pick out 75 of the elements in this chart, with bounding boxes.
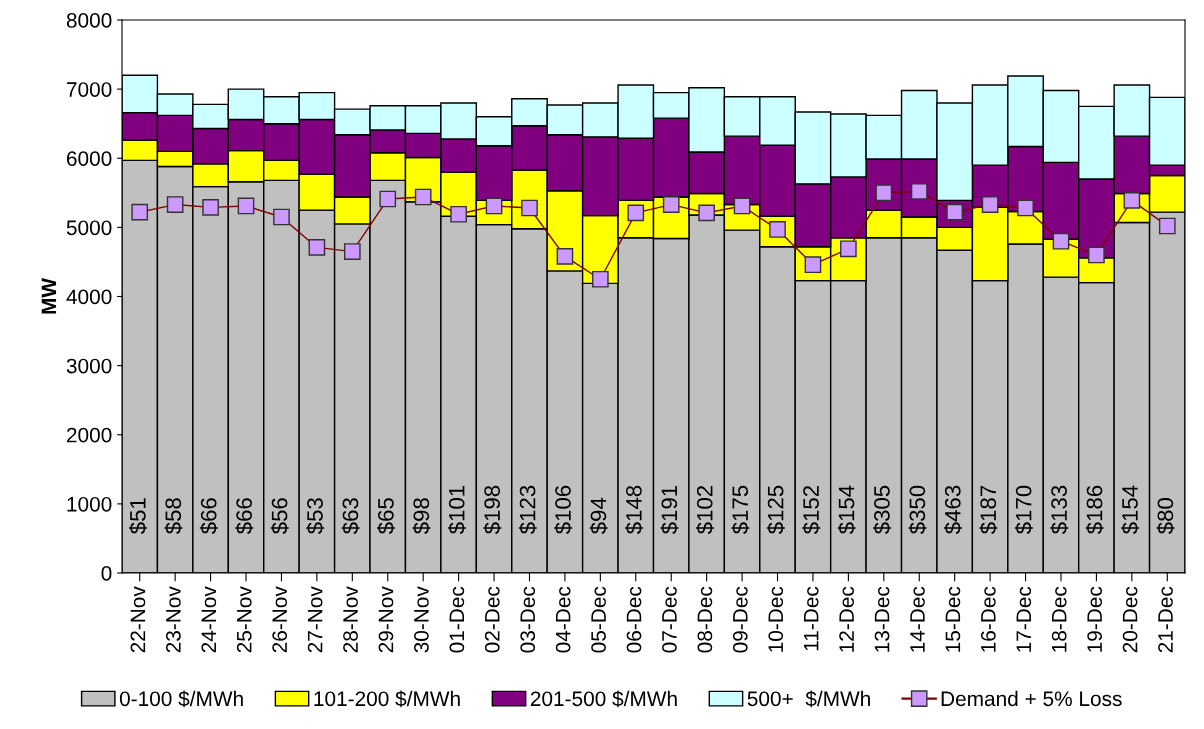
x-tick-label: 21-Dec [1158,586,1173,653]
annotation: $175 [731,485,750,535]
x-tick-label: 30-Nov [414,586,429,653]
annotation: $94 [589,497,608,535]
annotation: $154 [1121,485,1140,535]
x-tick-label: 18-Dec [1051,586,1067,652]
annotation: $350 [908,485,927,535]
annotation: $154 [837,485,856,535]
y-tick-label: 1000 [67,496,112,512]
x-tick-label: 25-Nov [236,586,252,653]
annotation: $98 [412,498,431,535]
x-tick-label: 06-Dec [626,586,642,653]
annotation: $53 [306,498,325,535]
annotation: $56 [270,498,289,535]
x-tick-label: 22-Nov [130,586,146,653]
annotation: $186 [1085,485,1104,535]
x-tick-label: 03-Dec [520,586,536,653]
y-tick-label: 6000 [66,151,112,166]
x-tick-label: 13-Dec [874,586,890,652]
x-tick-label: 01-Dec [449,586,465,653]
x-tick-label: 07-Dec [662,586,677,653]
annotation: $65 [377,498,396,535]
x-tick-label: 29-Nov [378,586,394,653]
annotation: $198 [483,485,502,535]
y-tick-label: 5000 [66,220,112,236]
annotation: $58 [164,498,183,535]
x-tick-label: 27-Nov [307,586,323,653]
annotation: $152 [802,485,821,535]
annotation: $148 [625,485,644,535]
x-tick-label: 15-Dec [945,586,961,652]
annotation: $305 [873,485,892,535]
x-tick-label: 14-Dec [910,586,925,652]
x-tick-label: 08-Dec [697,586,713,653]
legend-label: 0-100 $/MWh [119,690,243,708]
annotation: $51 [129,498,147,535]
annotation: $123 [518,485,537,535]
annotation: $80 [1156,498,1175,535]
x-tick-label: 09-Dec [732,586,748,653]
y-axis-title: MW [41,278,57,314]
annotation: $101 [447,485,466,535]
x-tick-label: 04-Dec [555,586,571,653]
annotation: $133 [1050,485,1069,535]
annotation: $187 [979,485,998,535]
x-tick-label: 05-Dec [591,586,606,653]
y-tick-label: 8000 [66,13,112,28]
x-tick-label: 02-Dec [484,586,500,653]
x-tick-label: 10-Dec [768,586,784,652]
x-tick-label: 19-Dec [1087,586,1103,652]
legend-label: Demand + 5% Loss [941,690,1122,707]
annotation: $463 [943,485,962,535]
y-tick-label: 0 [101,566,112,581]
annotation: $66 [199,498,218,535]
legend-label: 201-500 $/MWh [530,690,677,708]
x-tick-label: 11-Dec [804,586,819,651]
y-tick-label: 4000 [66,289,112,305]
x-tick-label: 23-Nov [165,586,181,653]
x-tick-label: 16-Dec [980,586,996,652]
annotation: $102 [695,485,714,535]
y-tick-label: 3000 [66,358,112,374]
annotation: $63 [341,498,360,535]
annotation: $106 [554,485,573,535]
x-tick-label: 17-Dec [1016,586,1032,652]
x-tick-label: 24-Nov [201,586,217,653]
x-tick-label: 28-Nov [343,586,358,653]
annotation: $66 [235,498,254,535]
y-tick-label: 7000 [67,82,112,97]
annotation: $125 [766,485,785,535]
legend-label: 500+ $/MWh [747,690,870,708]
y-tick-label: 2000 [66,427,112,443]
annotation: $170 [1014,485,1033,535]
x-tick-label: 12-Dec [839,586,854,652]
x-tick-label: 20-Dec [1122,586,1138,653]
annotation: $191 [660,485,679,535]
x-tick-label: 26-Nov [272,586,288,653]
legend-label: 101-200 $/MWh [314,690,460,708]
